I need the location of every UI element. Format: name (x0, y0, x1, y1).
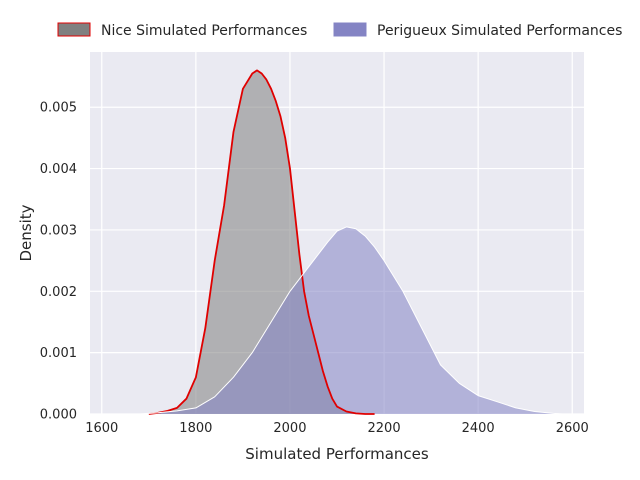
x-tick-labels: 1600 1800 2000 2200 2400 2600 (85, 421, 589, 436)
y-tick-label: 0.005 (40, 101, 77, 116)
x-tick-label: 1800 (179, 421, 212, 436)
y-tick-label: 0.001 (40, 346, 77, 361)
legend-swatch-perigueux (333, 22, 367, 37)
y-tick-label: 0.004 (40, 162, 77, 177)
legend-label-perigueux: Perigueux Simulated Performances (377, 23, 622, 39)
y-axis-label: Density (17, 204, 35, 261)
legend-label-nice: Nice Simulated Performances (101, 23, 307, 39)
x-tick-label: 2200 (368, 421, 401, 436)
x-tick-label: 2000 (273, 421, 306, 436)
y-tick-label: 0.000 (40, 408, 77, 423)
x-axis-label: Simulated Performances (245, 445, 429, 463)
density-line-nice (148, 69, 375, 415)
y-tick-label: 0.003 (40, 223, 77, 238)
x-tick-label: 2400 (462, 421, 495, 436)
y-tick-label: 0.002 (40, 285, 77, 300)
y-tick-labels: 0.000 0.001 0.002 0.003 0.004 0.005 (40, 101, 77, 423)
density-area-perigueux (120, 226, 563, 414)
legend: Nice Simulated Performances Perigueux Si… (57, 22, 622, 39)
density-line-perigueux (120, 226, 563, 415)
series-group (120, 69, 563, 415)
density-area-nice (148, 70, 375, 415)
legend-swatch-nice (57, 22, 91, 37)
x-tick-label: 2600 (556, 421, 589, 436)
x-tick-label: 1600 (85, 421, 118, 436)
